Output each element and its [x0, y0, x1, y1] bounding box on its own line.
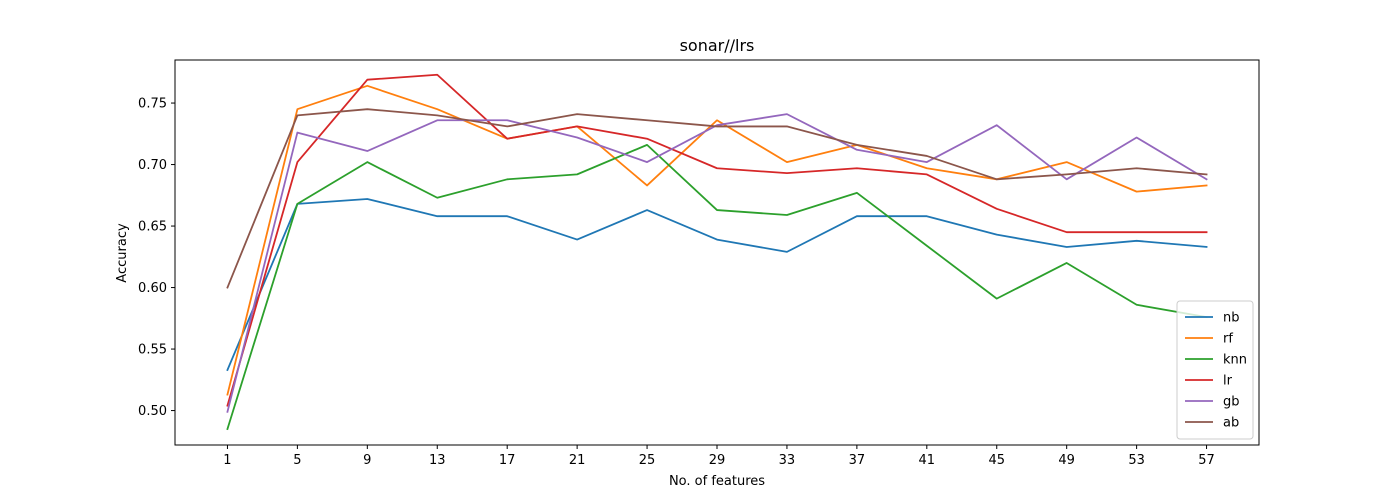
x-tick-label: 21: [569, 453, 586, 468]
series-layer: [226, 73, 1208, 431]
x-tick-label: 13: [429, 453, 446, 468]
y-tick-label: 0.60: [138, 281, 167, 296]
series-line-rf: [226, 84, 1208, 396]
x-tick-label: 9: [363, 453, 371, 468]
legend-label-gb: gb: [1223, 395, 1240, 410]
series-line-nb: [226, 198, 1208, 372]
legend-label-knn: knn: [1223, 353, 1247, 368]
y-tick-label: 0.55: [138, 343, 167, 358]
y-tick-label: 0.70: [138, 158, 167, 173]
x-tick-label: 1: [223, 453, 231, 468]
legend-label-lr: lr: [1223, 374, 1233, 389]
x-tick-label: 45: [988, 453, 1005, 468]
legend-box: [1176, 300, 1254, 440]
x-tick-label: 53: [1128, 453, 1145, 468]
x-tick-label: 25: [639, 453, 656, 468]
x-tick-label: 57: [1198, 453, 1215, 468]
legend-label-ab: ab: [1223, 416, 1239, 431]
legend: nb rf knn lr gb ab: [1176, 300, 1254, 440]
y-tick-label: 0.50: [138, 404, 167, 419]
x-tick-label: 29: [709, 453, 726, 468]
chart-title: sonar//lrs: [680, 36, 755, 55]
y-tick-label: 0.75: [138, 97, 167, 112]
y-tick-label: 0.65: [138, 220, 167, 235]
axes-layer: 1 5 9 13 17 21 25 29 33 37 41 45 49 53 57 0.50 0.55 0.60 0…: [138, 59, 1260, 468]
y-axis-label: Accuracy: [115, 223, 130, 283]
series-line-ab: [226, 108, 1208, 289]
x-tick-label: 17: [499, 453, 516, 468]
x-tick-label: 37: [849, 453, 866, 468]
x-tick-label: 5: [293, 453, 301, 468]
x-tick-label: 41: [919, 453, 936, 468]
legend-label-nb: nb: [1223, 311, 1240, 326]
series-line-knn: [226, 143, 1208, 431]
legend-label-rf: rf: [1223, 332, 1233, 347]
series-line-lr: [226, 73, 1208, 407]
x-tick-label: 49: [1058, 453, 1075, 468]
x-tick-label: 33: [779, 453, 796, 468]
x-axis-label: No. of features: [669, 474, 765, 489]
series-line-gb: [226, 113, 1208, 413]
